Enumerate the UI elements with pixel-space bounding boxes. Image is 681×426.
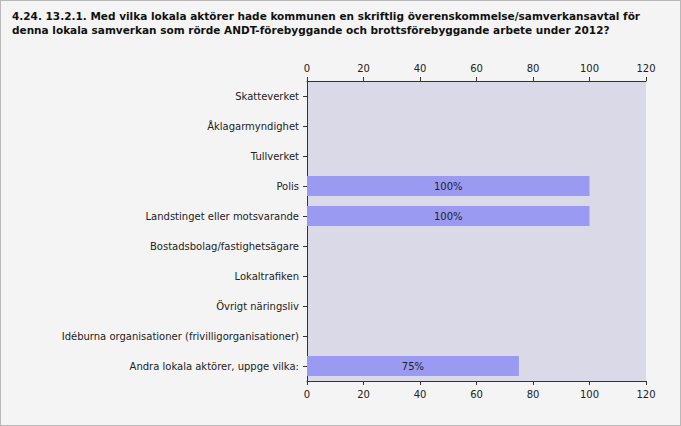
svg-text:100%: 100%: [434, 181, 463, 192]
svg-text:4.24. 13.2.1. Med vilka lokala: 4.24. 13.2.1. Med vilka lokala aktörer h…: [12, 10, 644, 22]
svg-text:60: 60: [470, 389, 483, 400]
svg-text:denna lokala samverkan som rör: denna lokala samverkan som rörde ANDT-fö…: [12, 24, 610, 36]
svg-text:100%: 100%: [434, 211, 463, 222]
svg-text:20: 20: [357, 63, 370, 74]
svg-text:120: 120: [636, 63, 655, 74]
svg-text:Landstinget eller motsvarande: Landstinget eller motsvarande: [146, 211, 300, 222]
svg-text:75%: 75%: [402, 361, 424, 372]
svg-text:20: 20: [357, 389, 370, 400]
svg-text:Lokaltrafiken: Lokaltrafiken: [235, 271, 299, 282]
svg-text:Idéburna organisationer (frivi: Idéburna organisationer (frivilligorgani…: [62, 331, 299, 342]
svg-text:80: 80: [527, 389, 540, 400]
svg-text:40: 40: [414, 63, 427, 74]
svg-text:Övrigt näringsliv: Övrigt näringsliv: [216, 300, 299, 312]
svg-text:120: 120: [636, 389, 655, 400]
svg-text:Skatteverket: Skatteverket: [235, 91, 299, 102]
svg-text:100: 100: [580, 389, 599, 400]
svg-text:Bostadsbolag/fastighetsägare: Bostadsbolag/fastighetsägare: [150, 241, 299, 252]
svg-text:100: 100: [580, 63, 599, 74]
svg-text:0: 0: [304, 389, 310, 400]
svg-text:Åklagarmyndighet: Åklagarmyndighet: [207, 120, 299, 132]
svg-text:60: 60: [470, 63, 483, 74]
svg-text:Polis: Polis: [276, 181, 299, 192]
svg-text:40: 40: [414, 389, 427, 400]
svg-text:80: 80: [527, 63, 540, 74]
svg-text:Andra lokala aktörer, uppge vi: Andra lokala aktörer, uppge vilka:: [130, 361, 299, 372]
svg-text:Tullverket: Tullverket: [250, 151, 299, 162]
svg-text:0: 0: [304, 63, 310, 74]
